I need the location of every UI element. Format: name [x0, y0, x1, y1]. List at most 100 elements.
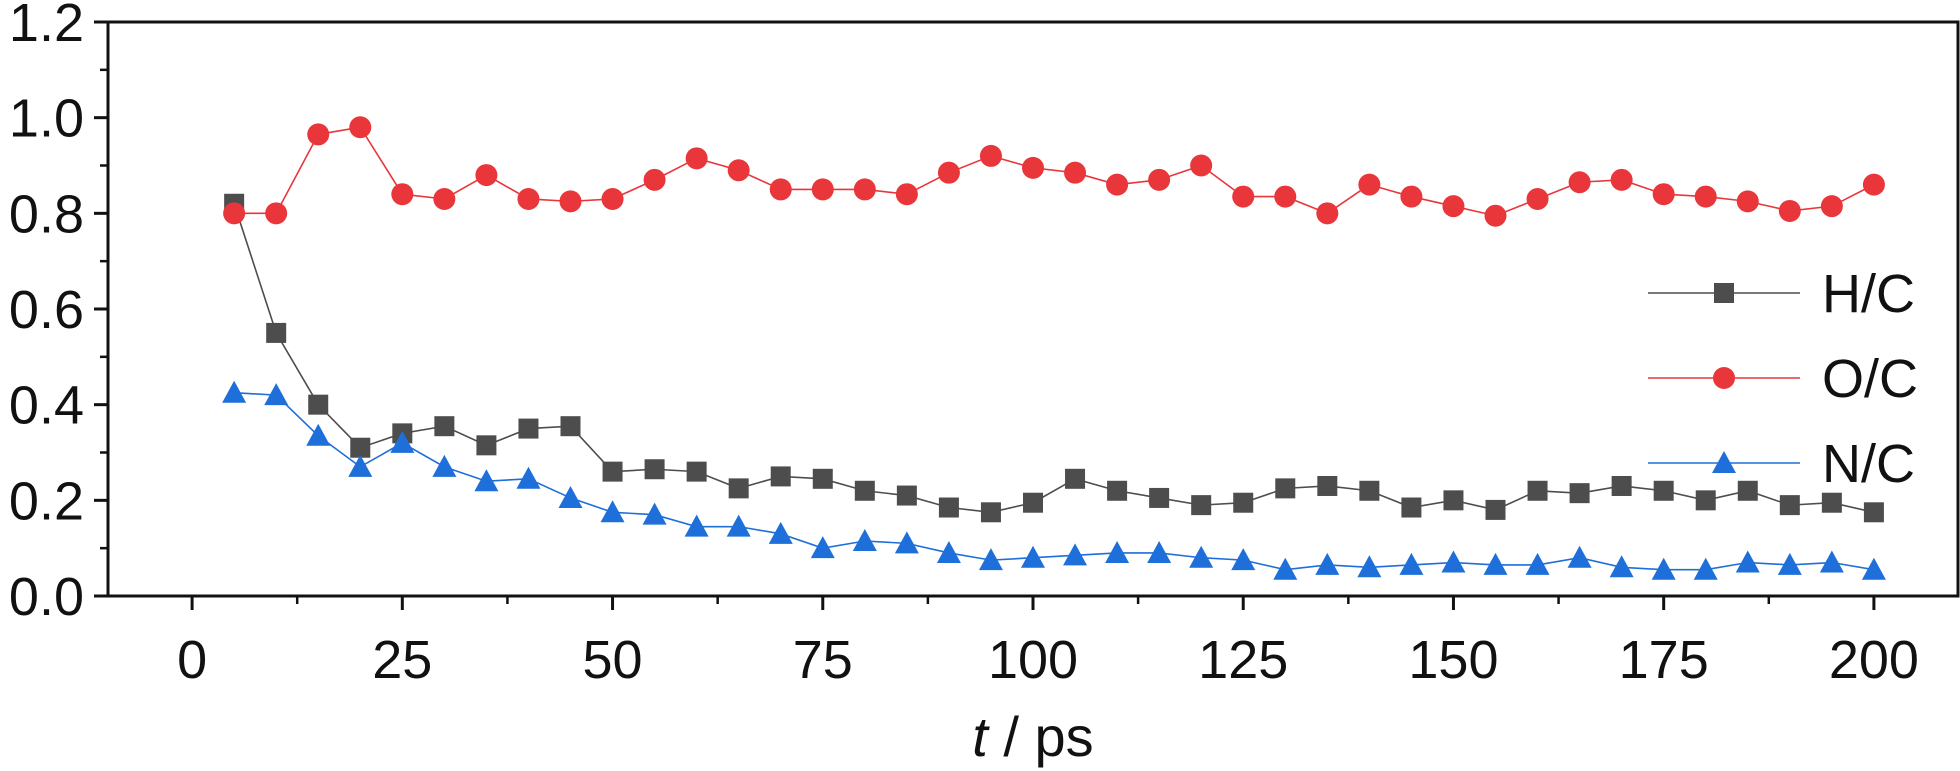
data-point-o-c: [1736, 190, 1759, 213]
data-point-n-c: [558, 485, 583, 508]
data-point-o-c: [349, 116, 372, 139]
data-point-n-c: [516, 466, 541, 489]
legend-label: O/C: [1822, 349, 1918, 409]
data-point-h-c: [476, 435, 497, 456]
data-point-n-c: [1483, 552, 1508, 575]
series-o-c: [223, 116, 1885, 227]
data-point-h-c: [1191, 495, 1212, 516]
legend-item-h-c: H/C: [1648, 264, 1915, 324]
data-point-n-c: [600, 500, 625, 523]
data-point-o-c: [1400, 185, 1423, 208]
data-point-o-c: [811, 178, 834, 201]
data-point-o-c: [265, 202, 288, 225]
data-point-o-c: [1064, 161, 1087, 184]
data-point-o-c: [1862, 173, 1885, 196]
data-point-h-c: [1401, 497, 1422, 518]
data-point-n-c: [1735, 550, 1760, 573]
data-point-o-c: [685, 147, 708, 170]
data-point-n-c: [1609, 555, 1634, 578]
x-axis-title-unit: / ps: [988, 705, 1094, 768]
legend: H/C O/C N/C: [1648, 264, 1918, 494]
y-tick-label: 0.0: [9, 567, 84, 627]
data-point-n-c: [1231, 548, 1256, 571]
data-point-o-c: [1274, 185, 1297, 208]
legend-marker: [1712, 451, 1736, 473]
data-point-o-c: [1148, 168, 1171, 191]
legend-label: N/C: [1822, 434, 1915, 494]
data-point-n-c: [390, 430, 415, 453]
data-point-n-c: [936, 540, 961, 563]
data-point-h-c: [1359, 480, 1380, 501]
legend-item-n-c: N/C: [1648, 434, 1915, 494]
data-point-o-c: [979, 144, 1002, 167]
data-point-n-c: [642, 502, 667, 525]
data-point-o-c: [1484, 204, 1507, 227]
data-point-n-c: [1147, 540, 1172, 563]
x-axis-ticks: 0 25 50 75 100 125 150 175 200: [177, 596, 1919, 690]
data-point-n-c: [1273, 557, 1298, 580]
y-tick-label: 1.2: [9, 0, 84, 53]
legend-label: H/C: [1822, 264, 1915, 324]
x-tick-label: 100: [988, 630, 1078, 690]
data-point-h-c: [854, 480, 875, 501]
data-point-h-c: [1275, 478, 1296, 499]
data-point-n-c: [222, 380, 247, 403]
data-point-h-c: [896, 485, 917, 506]
legend-marker: [1714, 283, 1734, 303]
x-tick-label: 175: [1619, 630, 1709, 690]
data-point-n-c: [1567, 545, 1592, 568]
data-point-h-c: [1821, 492, 1842, 513]
data-point-o-c: [643, 168, 666, 191]
data-point-n-c: [726, 514, 751, 537]
x-tick-label: 200: [1829, 630, 1919, 690]
data-point-o-c: [1190, 154, 1213, 177]
data-point-n-c: [1861, 557, 1886, 580]
series-h-c: [224, 193, 1884, 523]
series-layer: [222, 116, 1886, 580]
data-point-n-c: [1189, 545, 1214, 568]
data-point-n-c: [768, 521, 793, 544]
data-point-o-c: [1106, 173, 1129, 196]
data-point-n-c: [894, 531, 919, 554]
data-point-n-c: [1105, 540, 1130, 563]
data-point-o-c: [307, 123, 330, 146]
data-point-o-c: [1652, 183, 1675, 206]
data-point-h-c: [350, 437, 371, 458]
plot-frame: [106, 20, 1960, 598]
data-point-n-c: [1441, 550, 1466, 573]
data-point-n-c: [1693, 557, 1718, 580]
x-axis-title-variable: t: [972, 705, 990, 768]
data-point-o-c: [517, 187, 540, 210]
data-point-h-c: [644, 459, 665, 480]
legend-marker: [1713, 367, 1735, 389]
x-tick-label: 0: [177, 630, 207, 690]
data-point-n-c: [474, 469, 499, 492]
data-point-o-c: [1232, 185, 1255, 208]
data-point-h-c: [308, 394, 329, 415]
series-line-o-c: [234, 126, 1875, 217]
data-point-h-c: [434, 416, 455, 437]
data-point-o-c: [895, 183, 918, 206]
data-point-o-c: [853, 178, 876, 201]
data-point-h-c: [1317, 475, 1338, 496]
data-point-h-c: [1443, 490, 1464, 511]
data-point-o-c: [1694, 185, 1717, 208]
data-point-n-c: [1315, 552, 1340, 575]
data-point-h-c: [1065, 468, 1086, 489]
series-line-n-c: [234, 391, 1875, 571]
data-point-n-c: [306, 423, 331, 446]
data-point-h-c: [1653, 480, 1674, 501]
data-point-h-c: [1149, 487, 1170, 508]
y-tick-label: 0.6: [9, 280, 84, 340]
data-point-n-c: [1399, 552, 1424, 575]
series-line-h-c: [233, 203, 1875, 514]
data-point-o-c: [1526, 187, 1549, 210]
data-point-h-c: [770, 466, 791, 487]
data-point-h-c: [1611, 475, 1632, 496]
x-tick-label: 25: [372, 630, 432, 690]
y-tick-label: 0.2: [9, 471, 84, 531]
data-point-h-c: [728, 478, 749, 499]
data-point-o-c: [1316, 202, 1339, 225]
data-point-n-c: [978, 548, 1003, 571]
